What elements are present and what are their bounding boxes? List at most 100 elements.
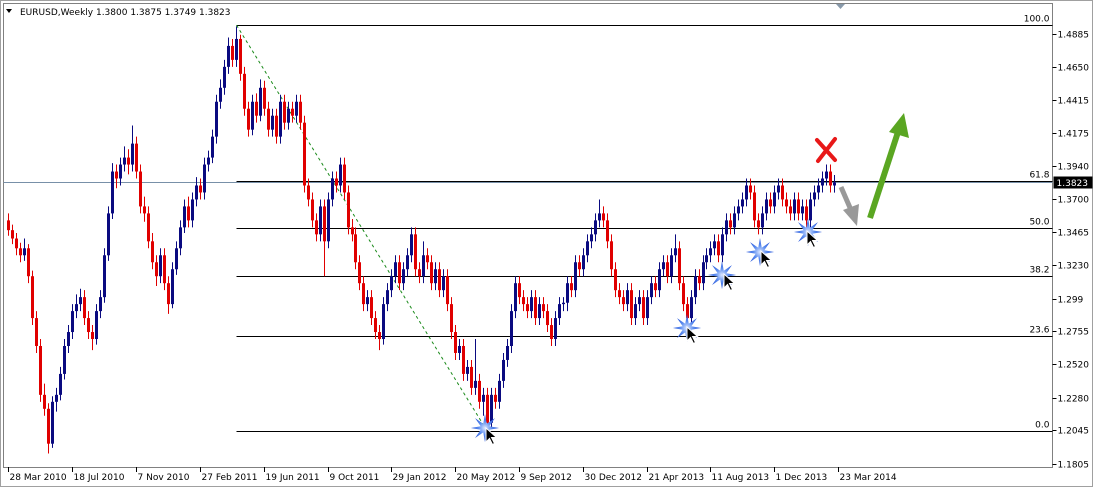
candle-body: [570, 283, 573, 291]
candle-body: [259, 87, 262, 116]
candle-body: [215, 101, 218, 137]
candle-body: [594, 220, 597, 235]
candle-body: [47, 408, 50, 444]
x-tick-label: 7 Nov 2010: [138, 473, 190, 483]
candle-body: [374, 318, 377, 333]
candle-body: [721, 234, 724, 256]
candle-body: [454, 332, 457, 353]
candle-body: [614, 269, 617, 291]
candle-body: [35, 318, 38, 346]
candle-body: [263, 87, 266, 109]
candle-body: [434, 269, 437, 284]
candle-body: [31, 276, 34, 319]
candle-body: [291, 108, 294, 116]
candle-body: [83, 297, 86, 319]
fib-label: 61.8: [1029, 171, 1049, 181]
candle-body: [646, 297, 649, 319]
candle-body: [151, 241, 154, 263]
star-marker: [745, 237, 775, 267]
x-tick-label: 9 Sep 2012: [521, 473, 572, 483]
candle-body: [386, 290, 389, 305]
scroll-marker: [836, 4, 845, 9]
candle-body: [335, 178, 338, 186]
candle-body: [662, 262, 665, 270]
candle-body: [490, 394, 493, 423]
candle-body: [394, 262, 397, 277]
candle-body: [95, 311, 98, 340]
candle-body: [789, 206, 792, 214]
candle-body: [773, 192, 776, 207]
candle-body: [438, 269, 441, 291]
y-tick-label: 1.299: [1058, 296, 1084, 306]
candle-body: [398, 262, 401, 284]
candle-body: [370, 297, 373, 319]
candle-body: [518, 283, 521, 298]
candle-body: [682, 283, 685, 305]
fib-label: 23.6: [1029, 326, 1049, 336]
chart-title: EURUSD,Weekly 1.3800 1.3875 1.3749 1.382…: [20, 8, 231, 18]
star-marker: [707, 260, 737, 290]
candle-body: [522, 297, 525, 305]
x-tick-label: 20 May 2012: [457, 473, 516, 483]
candle-body: [498, 380, 501, 402]
y-tick-label: 1.2280: [1058, 395, 1090, 405]
x-tick-label: 9 Oct 2011: [330, 473, 380, 483]
candle-body: [757, 220, 760, 228]
candle-body: [331, 178, 334, 200]
candle-body: [339, 164, 342, 186]
candle-body: [606, 220, 609, 242]
candle-body: [211, 136, 214, 158]
candle-body: [315, 220, 318, 235]
candle-body: [267, 108, 270, 130]
candle-body: [478, 380, 481, 402]
candle-body: [199, 185, 202, 193]
candle-body: [462, 345, 465, 374]
candle-body: [11, 230, 14, 239]
candle-body: [358, 262, 361, 284]
candle-body: [147, 213, 150, 242]
candle-body: [115, 171, 118, 179]
y-tick-label: 1.4650: [1058, 64, 1090, 74]
candle-body: [351, 227, 354, 235]
candle-body: [566, 283, 569, 303]
candle-body: [686, 304, 689, 319]
candle-body: [27, 248, 30, 277]
candle-body: [781, 185, 784, 200]
candle-body: [713, 241, 716, 249]
red-cross: [815, 137, 837, 163]
candle-body: [737, 206, 740, 214]
candle-body: [590, 234, 593, 242]
candle-body: [690, 297, 693, 319]
candle-body: [761, 213, 764, 228]
candle-body: [131, 143, 134, 165]
candle-body: [319, 206, 322, 235]
candle-body: [103, 255, 106, 298]
candle-body: [745, 185, 748, 200]
candle-body: [279, 101, 282, 137]
x-tick-label: 11 Aug 2013: [712, 473, 770, 483]
x-tick-label: 23 Mar 2014: [840, 473, 897, 483]
candle-body: [7, 220, 10, 231]
candle-body: [231, 45, 234, 60]
candle-body: [155, 262, 158, 277]
candle-body: [610, 241, 613, 270]
fibonacci-layer: 100.0 61.8 50.0 38.2 23.6 0.0: [236, 15, 1053, 432]
candle-body: [119, 164, 122, 179]
candle-body: [446, 276, 449, 305]
candle-body: [283, 101, 286, 123]
candle-body: [658, 269, 661, 291]
candle-body: [698, 276, 701, 284]
candle-body: [626, 290, 629, 305]
candle-body: [562, 302, 565, 305]
candle-body: [255, 101, 258, 116]
candle-body: [765, 199, 768, 214]
candle-body: [422, 255, 425, 277]
candle-body: [75, 304, 78, 312]
candle-body: [219, 87, 222, 102]
candle-body: [299, 101, 302, 123]
candle-body: [674, 248, 677, 256]
candle-body: [514, 283, 517, 312]
candle-body: [670, 255, 673, 277]
candle-body: [303, 122, 306, 186]
